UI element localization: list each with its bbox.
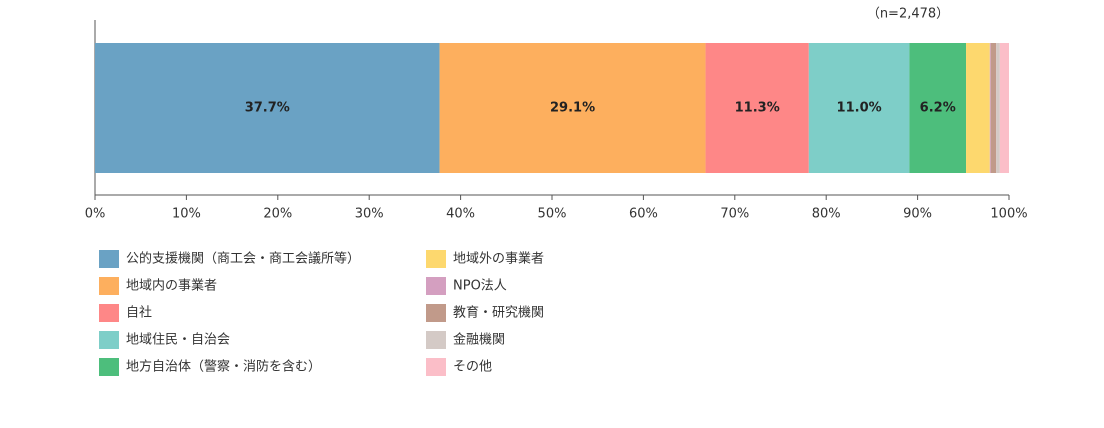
data-label: 11.0% — [837, 101, 882, 116]
bar-segment — [705, 43, 809, 173]
bar-segment — [439, 43, 706, 173]
legend-label: 公的支援機関（商工会・商工会議所等） — [126, 251, 360, 267]
bar-segment — [990, 43, 997, 173]
bar-segment — [999, 43, 1009, 173]
annotation: （n=2,478） — [867, 7, 949, 22]
legend-swatch — [99, 331, 119, 349]
legend-swatch — [99, 358, 119, 376]
legend-label: 地域外の事業者 — [453, 251, 544, 267]
x-tick-label: 90% — [903, 207, 932, 222]
bar-segment — [996, 43, 1000, 173]
legend-label: 地域住民・自治会 — [126, 333, 230, 348]
x-tick-label: 50% — [538, 207, 567, 222]
x-tick-label: 40% — [446, 207, 475, 222]
data-label: 11.3% — [735, 101, 780, 116]
legend-swatch — [99, 250, 119, 268]
legend-swatch — [426, 277, 446, 295]
x-tick-label: 10% — [172, 207, 201, 222]
bar-segment — [989, 43, 991, 173]
x-tick-label: 0% — [85, 207, 106, 222]
data-label: 37.7% — [245, 101, 290, 116]
data-label: 29.1% — [550, 101, 595, 116]
bar-segment — [909, 43, 967, 173]
legend-label: 金融機関 — [453, 332, 505, 348]
legend-swatch — [426, 331, 446, 349]
x-tick-label: 30% — [355, 207, 384, 222]
legend-label: 教育・研究機関 — [453, 305, 544, 321]
x-tick-label: 100% — [990, 207, 1027, 222]
legend-label: その他 — [453, 360, 492, 375]
x-tick-label: 60% — [629, 207, 658, 222]
x-tick-label: 70% — [720, 207, 749, 222]
bar-segment — [95, 43, 440, 173]
legend-swatch — [426, 358, 446, 376]
legend-swatch — [99, 304, 119, 322]
legend-swatch — [99, 277, 119, 295]
legend-label: 自社 — [126, 305, 152, 321]
legend-swatch — [426, 304, 446, 322]
data-label: 6.2% — [920, 101, 956, 116]
bar-segment — [808, 43, 910, 173]
x-tick-label: 80% — [812, 207, 841, 222]
bar-segment — [966, 43, 990, 173]
legend-label: NPO法人 — [453, 279, 507, 294]
x-tick-label: 20% — [263, 207, 292, 222]
legend-label: 地域内の事業者 — [126, 278, 217, 294]
legend-label: 地方自治体（警察・消防を含む） — [126, 359, 321, 375]
legend-swatch — [426, 250, 446, 268]
